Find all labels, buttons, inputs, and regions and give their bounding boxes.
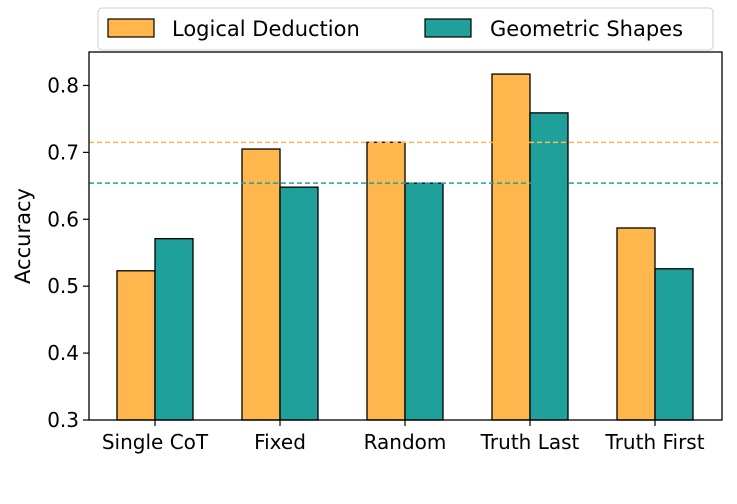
bar-logical-deduction-fixed: [241, 148, 281, 421]
y-tick-label: 0.8: [47, 73, 79, 97]
x-tick-label-single-cot: Single CoT: [102, 430, 209, 454]
y-tick-label: 0.7: [47, 140, 79, 164]
bar-logical-deduction-random: [366, 141, 406, 421]
reference-lines-layer: [89, 141, 722, 184]
bars-layer: [116, 73, 694, 421]
y-axis: 0.3 0.4 0.5 0.6 0.7 0.8: [47, 73, 89, 432]
legend-label-logical-deduction: Logical Deduction: [172, 17, 360, 41]
bar-logical-deduction-truth-last: [491, 73, 531, 421]
bar-geometric-shapes-truth-last: [529, 112, 569, 421]
x-tick-label-random: Random: [364, 430, 447, 454]
x-tick-label-fixed: Fixed: [254, 430, 306, 454]
x-tick-label-truth-first: Truth First: [604, 430, 704, 454]
y-tick-label: 0.4: [47, 341, 79, 365]
legend-swatch-logical-deduction: [107, 18, 155, 38]
legend-swatch-geometric-shapes: [424, 18, 472, 38]
y-tick-label: 0.3: [47, 408, 79, 432]
bar-logical-deduction-single-cot: [116, 270, 156, 421]
bar-geometric-shapes-truth-first: [654, 268, 694, 421]
legend-label-geometric-shapes: Geometric Shapes: [490, 17, 683, 41]
bar-geometric-shapes-single-cot: [154, 238, 194, 421]
legend: Logical Deduction Geometric Shapes: [97, 7, 714, 51]
y-axis-title: Accuracy: [11, 188, 35, 284]
x-axis: Single CoT Fixed Random Truth Last Truth Fir…: [102, 420, 705, 454]
y-tick-label: 0.6: [47, 207, 79, 231]
bar-geometric-shapes-random: [404, 182, 444, 421]
y-tick-label: 0.5: [47, 274, 79, 298]
bar-logical-deduction-truth-first: [616, 227, 656, 421]
x-tick-label-truth-last: Truth Last: [480, 430, 580, 454]
bar-geometric-shapes-fixed: [279, 186, 319, 421]
legend-box: [97, 7, 714, 51]
